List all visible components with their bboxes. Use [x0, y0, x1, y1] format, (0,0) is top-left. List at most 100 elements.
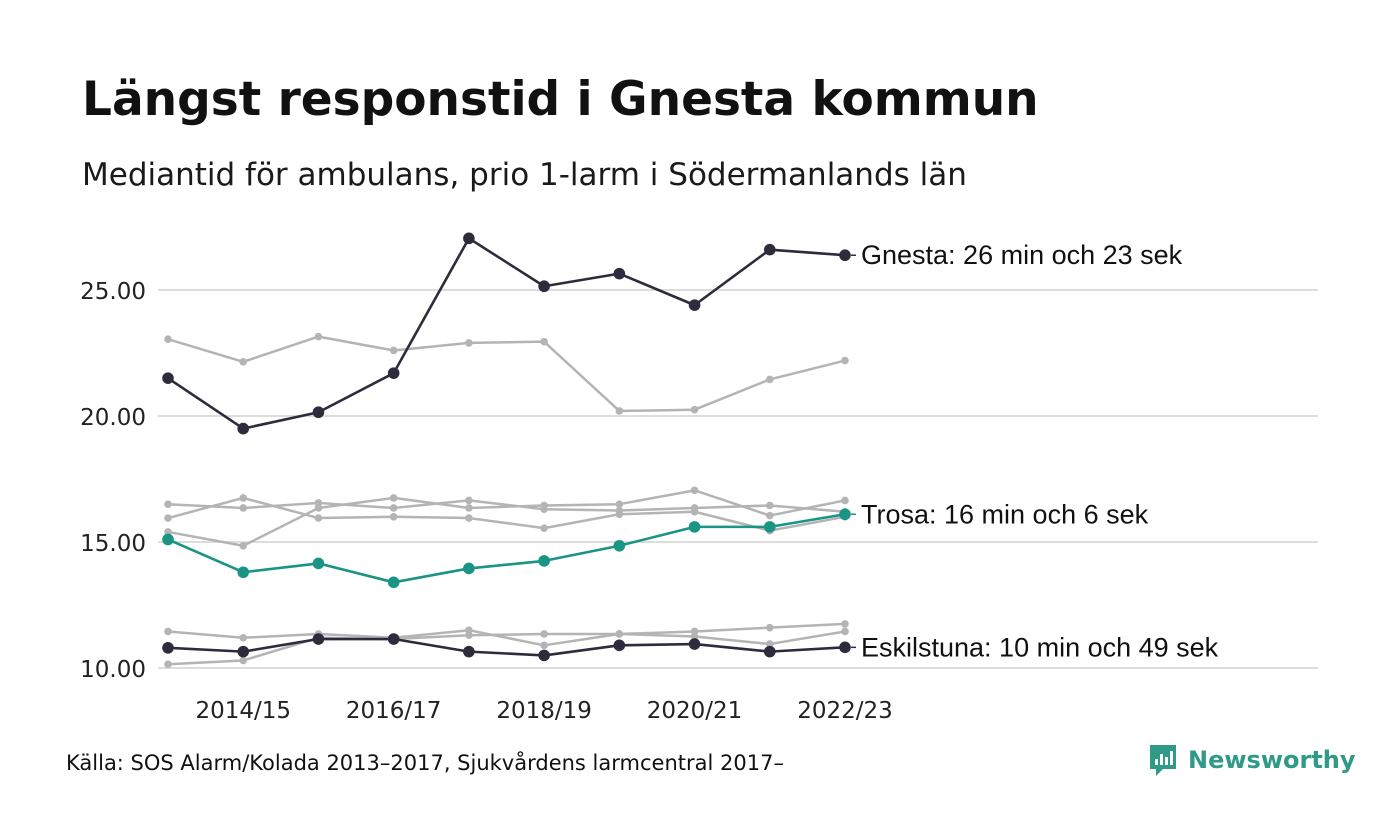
data-point [314, 332, 323, 341]
data-point [538, 649, 550, 662]
highlighted-series-line [162, 633, 851, 662]
background-series-line [164, 494, 849, 535]
data-point [389, 504, 398, 512]
data-point [841, 356, 849, 365]
data-point [765, 623, 774, 632]
data-point [314, 504, 323, 512]
data-point [690, 405, 699, 414]
brand-name: Newsworthy [1188, 746, 1356, 774]
data-point [239, 494, 248, 502]
data-point [239, 656, 248, 665]
data-point [239, 358, 248, 366]
data-point [841, 496, 849, 505]
data-point [237, 422, 250, 435]
data-point [765, 375, 774, 384]
data-point [465, 496, 473, 505]
data-point [690, 627, 699, 636]
data-point [312, 406, 325, 419]
data-point [162, 372, 174, 385]
data-point [312, 633, 325, 645]
data-point [763, 521, 776, 533]
series-line [166, 637, 847, 657]
data-point [538, 555, 550, 567]
data-point [540, 641, 548, 650]
y-axis-tick-labels: 10.00 15.00 20.00 25.00 [80, 279, 146, 683]
series-end-label: Gnesta: 26 min och 23 sek [861, 240, 1183, 270]
newsworthy-logo-icon [1150, 745, 1176, 776]
series-line [166, 489, 847, 548]
data-point [463, 232, 475, 245]
data-point [164, 528, 172, 536]
data-point [164, 514, 172, 522]
highlighted-series-line [162, 508, 851, 589]
data-point [387, 576, 400, 589]
series-end-label: Trosa: 16 min och 6 sek [861, 499, 1149, 529]
data-point [164, 335, 172, 343]
x-axis-tick-labels: 2014/15 2016/17 2018/19 2020/21 2022/23 [195, 698, 892, 724]
highlighted-series-line [162, 232, 851, 435]
data-point [613, 639, 626, 652]
data-point [463, 645, 475, 658]
data-point [164, 660, 172, 669]
data-point [841, 620, 849, 628]
x-tick-label: 2016/17 [346, 698, 442, 724]
data-point [164, 627, 172, 636]
data-point [538, 280, 550, 293]
highlighted-series [162, 232, 851, 662]
series-line [166, 628, 847, 647]
data-point [389, 513, 398, 521]
line-chart: 10.00 15.00 20.00 25.00 2014/15 2016/17 2018/… [80, 232, 1318, 724]
data-point [465, 514, 473, 522]
data-point [239, 504, 248, 512]
data-point [615, 407, 624, 415]
data-point [839, 641, 851, 654]
data-point [613, 267, 626, 280]
data-point [688, 521, 701, 533]
data-point [540, 630, 548, 638]
chart-title: Längst responstid i Gnesta kommun [82, 72, 1039, 127]
data-point [540, 524, 548, 532]
data-point [387, 367, 400, 379]
data-point [465, 631, 473, 640]
series-line [166, 335, 847, 413]
data-point [463, 562, 475, 575]
x-tick-label: 2014/15 [195, 698, 291, 724]
background-series-line [164, 486, 849, 550]
data-point [540, 501, 548, 510]
source-note: Källa: SOS Alarm/Kolada 2013–2017, Sjukv… [66, 751, 784, 775]
data-point [465, 339, 473, 347]
series-line [166, 499, 847, 514]
x-tick-label: 2020/21 [647, 698, 743, 724]
series-line [166, 237, 847, 430]
data-point [389, 494, 398, 502]
data-point [613, 539, 626, 552]
series-line [166, 512, 847, 584]
data-point [763, 645, 776, 658]
data-point [162, 533, 174, 546]
y-tick-label: 20.00 [80, 405, 146, 431]
data-point [690, 507, 699, 516]
y-tick-label: 10.00 [80, 657, 146, 683]
data-point [314, 514, 323, 522]
data-point [688, 638, 701, 650]
data-point [389, 346, 398, 355]
data-point [765, 640, 774, 648]
data-point [237, 645, 250, 658]
data-point [763, 243, 776, 256]
data-point [839, 249, 851, 262]
x-tick-label: 2018/19 [496, 698, 592, 724]
y-tick-label: 25.00 [80, 279, 146, 305]
series-end-labels: Gnesta: 26 min och 23 sek Trosa: 16 min o… [851, 240, 1219, 662]
data-point [615, 510, 624, 519]
data-point [465, 504, 473, 512]
background-series-line [164, 620, 849, 669]
data-point [690, 486, 699, 495]
data-point [765, 511, 774, 520]
brand-logo: Newsworthy [1148, 742, 1356, 778]
data-point [387, 633, 400, 645]
background-series-line [164, 332, 849, 415]
data-point [615, 500, 624, 509]
data-point [312, 557, 325, 570]
chart-subtitle: Mediantid för ambulans, prio 1-larm i Sö… [82, 157, 967, 193]
data-point [615, 630, 624, 638]
